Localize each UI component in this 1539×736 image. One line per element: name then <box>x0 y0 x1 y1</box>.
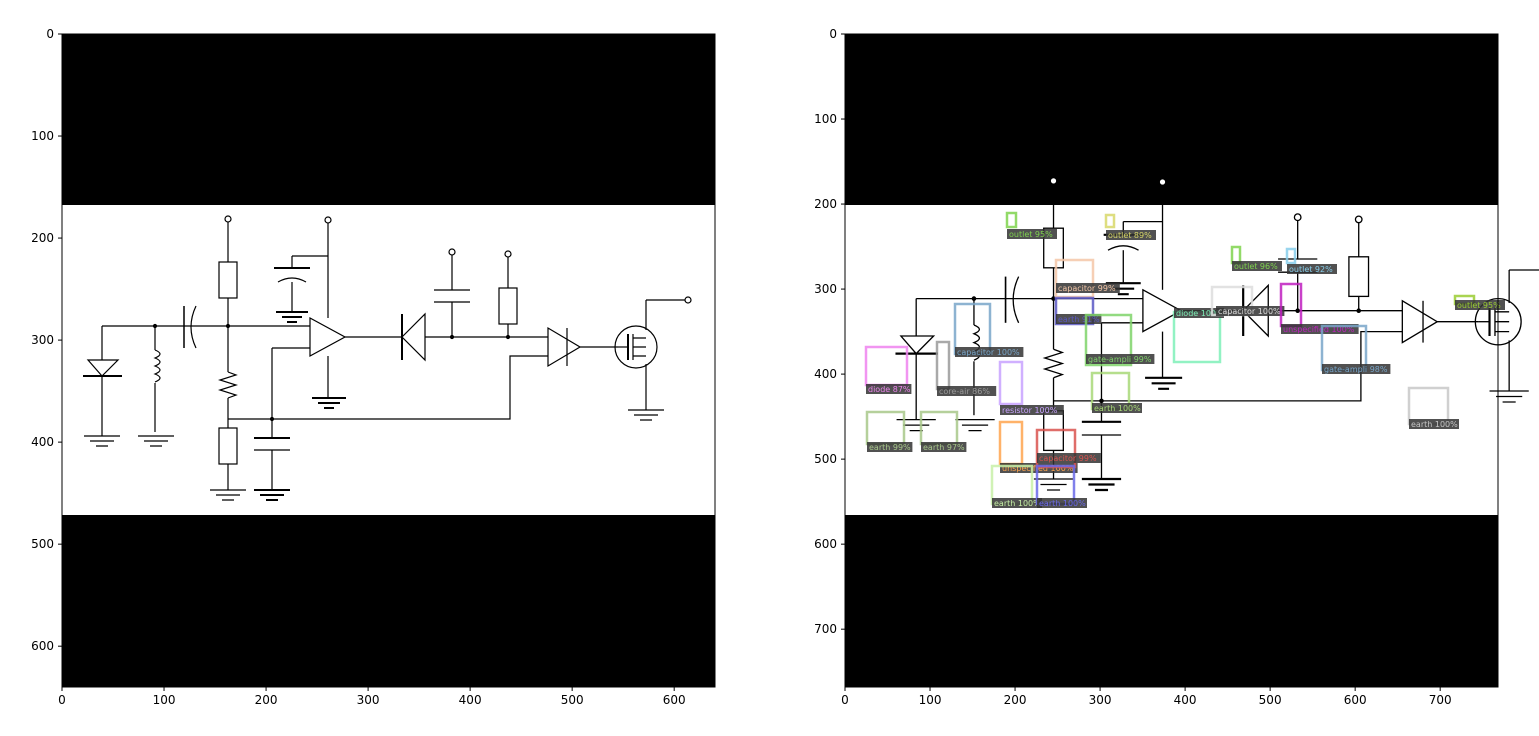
detection-label: outlet 95% <box>1009 230 1053 239</box>
x-tick-label: 0 <box>841 693 849 707</box>
detection-box <box>1084 313 1133 367</box>
x-tick-label: 400 <box>459 693 482 707</box>
detection-label-bg <box>992 498 1042 508</box>
y-tick-label: 500 <box>31 537 54 551</box>
bottom-padding <box>62 515 715 687</box>
x-tick-label: 500 <box>561 693 584 707</box>
detection-label-bg <box>1216 306 1285 316</box>
detection-label: diode 87% <box>868 385 911 394</box>
axes-frame <box>844 33 1499 688</box>
y-tick-label: 0 <box>46 27 54 41</box>
y-tick-label: 0 <box>829 27 837 41</box>
y-tick-label: 300 <box>814 282 837 296</box>
x-tick-label: 300 <box>357 693 380 707</box>
detection-label-bg <box>955 347 1024 357</box>
detection-label: resistor 100% <box>1002 406 1058 415</box>
y-tick-label: 100 <box>31 129 54 143</box>
detection-label-bg <box>1086 354 1155 364</box>
y-tick-label: 700 <box>814 622 837 636</box>
detection-label: earth 91% <box>1058 315 1100 324</box>
detection-label-bg <box>1056 314 1102 324</box>
detection-label-bg <box>1287 264 1337 274</box>
detection-box <box>998 360 1024 406</box>
x-tick-label: 100 <box>919 693 942 707</box>
detection-label: earth 99% <box>869 443 911 452</box>
detection-label-bg <box>866 384 912 394</box>
detection-label: earth 100% <box>1411 420 1458 429</box>
detection-label: gate-ampli 98% <box>1324 365 1388 374</box>
detection-label: capacitor 99% <box>1039 454 1097 463</box>
top-padding <box>62 34 715 205</box>
x-tick-label: 700 <box>1429 693 1452 707</box>
x-tick-label: 300 <box>1089 693 1112 707</box>
y-tick-label: 200 <box>814 197 837 211</box>
bottom-padding <box>845 515 1498 687</box>
schematic-area <box>62 205 715 515</box>
detection-label: gate-ampli 99% <box>1088 355 1152 364</box>
x-tick-label: 600 <box>663 693 686 707</box>
original-panel: 0 100 200 300 400 500 600 0 100 200 300 400 500 600 <box>31 27 716 707</box>
detection-label-bg <box>1232 261 1282 271</box>
detection-label-bg <box>1281 324 1359 334</box>
detection-boxes: outlet 95% outlet 89% capacitor 99% earth 9… <box>864 211 1505 508</box>
detection-label: earth 100% <box>1094 404 1141 413</box>
detection-label-bg <box>1106 230 1156 240</box>
y-tick-label: 100 <box>814 112 837 126</box>
schematic-area <box>845 205 1498 515</box>
y-tick-label: 200 <box>31 231 54 245</box>
x-tick-label: 400 <box>1174 693 1197 707</box>
detection-label-bg <box>1455 300 1505 310</box>
detection-box <box>1285 247 1297 265</box>
detection-label-bg <box>1409 419 1459 429</box>
detection-box <box>1104 213 1116 229</box>
x-tick-label: 600 <box>1344 693 1367 707</box>
detection-box <box>1005 211 1018 229</box>
y-tick-label: 300 <box>31 333 54 347</box>
axis-ticks: 0 100 200 300 400 500 600 0 100 200 300 400 500 600 <box>31 27 686 707</box>
detection-label: outlet 89% <box>1108 231 1152 240</box>
detection-label: earth 97% <box>923 443 965 452</box>
detection-label-bg <box>1000 405 1064 415</box>
detection-label: outlet 96% <box>1234 262 1278 271</box>
detection-label-bg <box>1056 283 1120 293</box>
y-tick-label: 600 <box>814 537 837 551</box>
detection-label-bg <box>1037 498 1087 508</box>
detection-label-bg <box>937 386 997 396</box>
detection-label-bg <box>1007 229 1057 239</box>
detection-label-bg <box>1037 453 1101 463</box>
x-tick-label: 0 <box>58 693 66 707</box>
axis-ticks: 0 100 200 300 400 500 600 700 0 100 200 300 400 500 60… <box>814 27 1452 707</box>
x-tick-label: 500 <box>1259 693 1282 707</box>
y-tick-label: 500 <box>814 452 837 466</box>
x-tick-label: 100 <box>153 693 176 707</box>
detection-label: outlet 95% <box>1457 301 1501 310</box>
detections-panel: outlet 95% outlet 89% capacitor 99% earth 9… <box>814 27 1539 707</box>
detection-label-bg <box>921 442 967 452</box>
detection-label-bg <box>1174 308 1224 318</box>
detection-label-bg <box>1322 364 1391 374</box>
y-tick-label: 400 <box>814 367 837 381</box>
detection-label: core-air 86% <box>939 387 990 396</box>
detection-label: capacitor 100% <box>1218 307 1281 316</box>
detection-label: capacitor 100% <box>957 348 1020 357</box>
detection-label: capacitor 99% <box>1058 284 1116 293</box>
detection-label-bg <box>1092 403 1142 413</box>
detection-label-bg <box>867 442 913 452</box>
detection-label: earth 100% <box>1039 499 1086 508</box>
top-padding <box>845 34 1498 205</box>
detection-label: diode 100% <box>1176 309 1224 318</box>
axes-frame <box>61 33 716 688</box>
x-tick-label: 200 <box>255 693 278 707</box>
x-tick-label: 200 <box>1004 693 1027 707</box>
detection-label: unspecified 100% <box>1283 325 1355 334</box>
y-tick-label: 400 <box>31 435 54 449</box>
detection-label: earth 100% <box>994 499 1041 508</box>
y-tick-label: 600 <box>31 639 54 653</box>
detection-label: outlet 92% <box>1289 265 1333 274</box>
